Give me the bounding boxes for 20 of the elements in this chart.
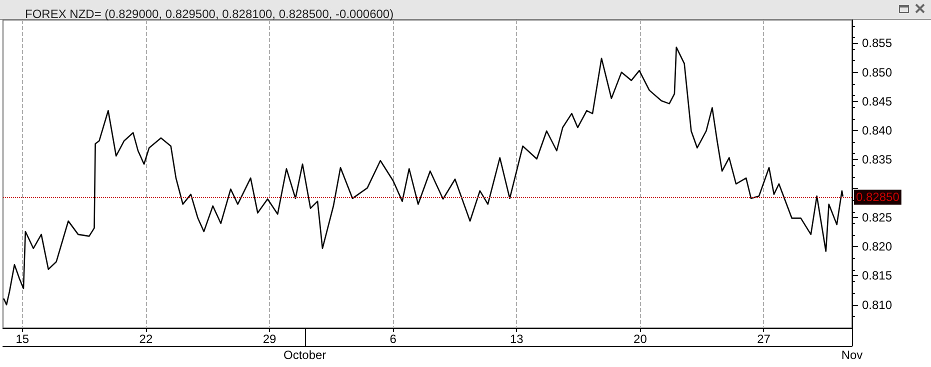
x-tick-label: 29 — [262, 332, 277, 346]
y-tick-label: 0.825 — [862, 210, 892, 225]
y-tick-label: 0.815 — [862, 268, 892, 283]
y-tick-label: 0.820 — [862, 240, 892, 254]
x-tick-label: 22 — [139, 332, 153, 346]
y-tick-label: 0.850 — [862, 65, 892, 80]
y-tick-label: 0.845 — [862, 94, 892, 108]
x-tick-label: 13 — [510, 332, 524, 346]
y-tick-label: 0.810 — [862, 298, 892, 312]
y-tick-label: 0.855 — [862, 36, 892, 50]
x2-tick-label: October — [283, 348, 326, 362]
y-tick-label: 0.835 — [862, 152, 892, 166]
x-tick-label: 27 — [757, 332, 771, 346]
y-tick-label: 0.840 — [862, 123, 892, 138]
x2-tick-label: Nov — [841, 348, 863, 362]
x-tick-label: 20 — [634, 332, 648, 346]
ref-line-label: 0.82850 — [856, 190, 900, 204]
x-tick-label: 6 — [390, 332, 397, 346]
chart-title: FOREX NZD= (0.829000, 0.829500, 0.828100, 0.828500, -0.000600) — [25, 7, 394, 21]
x-tick-label: 15 — [16, 332, 30, 346]
